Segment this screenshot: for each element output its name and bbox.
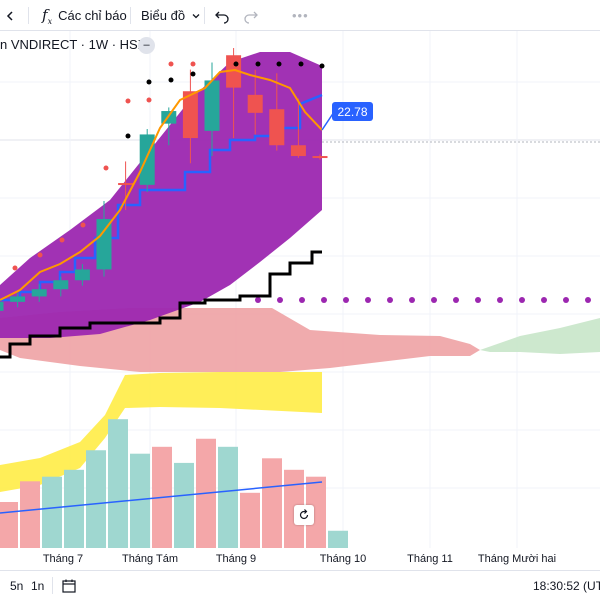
minus-icon: – (143, 39, 150, 51)
indicators-label: Các chỉ báo (58, 8, 127, 23)
candle-down (247, 94, 263, 113)
volume-bar (86, 450, 106, 548)
volume-ma-line (0, 481, 323, 514)
undo-button[interactable] (214, 0, 230, 31)
reset-icon (299, 509, 309, 520)
volume-bar (262, 458, 282, 548)
time-label: Tháng Tám (121, 553, 179, 565)
candle-down (312, 156, 328, 159)
candle-up (10, 296, 26, 302)
blue-step-line (0, 93, 323, 302)
volume-bar (20, 481, 40, 548)
range-5d-button[interactable]: 5n (10, 578, 24, 593)
volume-bar (240, 492, 260, 548)
black-step-line (0, 250, 322, 359)
candle-down (182, 91, 198, 139)
volume-bar (174, 462, 194, 548)
menu-chevron-icon[interactable] (4, 0, 18, 31)
chart-canvas[interactable] (0, 0, 600, 570)
yellow-band (0, 372, 322, 492)
candle-down (269, 109, 285, 146)
top-toolbar: fx Các chỉ báo Biểu đồ ••• (0, 0, 600, 31)
candle-up (74, 269, 90, 281)
clock[interactable]: 18:30:52 (UTC (533, 578, 600, 593)
indicators-button[interactable]: fx Các chỉ báo (42, 0, 127, 31)
candle-down (118, 183, 134, 186)
more-options-button[interactable]: ••• (292, 8, 309, 23)
last-price-badge: 22.78 (332, 102, 373, 121)
chart-type-button[interactable]: Biểu đồ (141, 0, 201, 31)
range-1d-button[interactable]: 1n (31, 578, 45, 593)
volume-bar (328, 530, 348, 548)
time-label: Tháng Mười hai (477, 553, 557, 565)
date-range-button[interactable] (61, 571, 77, 600)
candle-up (31, 289, 47, 297)
dotted-projection (255, 297, 591, 303)
volume-bar (130, 453, 150, 548)
bottom-bar: 5n 1n 18:30:52 (UTC (0, 570, 600, 600)
time-label: Tháng 9 (215, 553, 257, 565)
redo-button[interactable] (243, 0, 259, 31)
orange-line (0, 68, 323, 301)
purple-cloud (0, 52, 322, 338)
volume-series (0, 419, 348, 548)
candle-up (139, 134, 155, 185)
redo-icon (244, 11, 258, 24)
calendar-icon (62, 579, 76, 593)
candle-up (204, 80, 220, 131)
undo-icon (215, 11, 229, 24)
kumo-bull (480, 318, 600, 354)
time-label: Tháng 11 (407, 553, 453, 565)
volume-bar (218, 446, 238, 548)
reset-chart-button[interactable] (294, 505, 314, 525)
time-label: Tháng 10 (319, 553, 367, 565)
volume-bar (108, 419, 128, 548)
high-markers (12, 61, 196, 271)
collapse-legend-button[interactable]: – (138, 37, 155, 54)
time-label: Tháng 7 (42, 553, 84, 565)
volume-bar (64, 469, 84, 548)
symbol-legend[interactable]: n VNDIRECT · 1W · HSX (0, 37, 147, 52)
volume-bar (306, 476, 326, 548)
chart-type-label: Biểu đồ (141, 8, 186, 23)
candle-up (96, 219, 112, 270)
black-markers (125, 61, 325, 139)
volume-bar (0, 502, 18, 548)
candle-up (0, 301, 4, 311)
time-axis[interactable]: Tháng 7 Tháng Tám Tháng 9 Tháng 10 Tháng… (0, 548, 600, 570)
candle-up (53, 280, 69, 290)
volume-bar (42, 476, 62, 548)
chevron-down-icon (192, 13, 200, 18)
function-icon: fx (42, 5, 53, 26)
candle-down (290, 145, 306, 157)
